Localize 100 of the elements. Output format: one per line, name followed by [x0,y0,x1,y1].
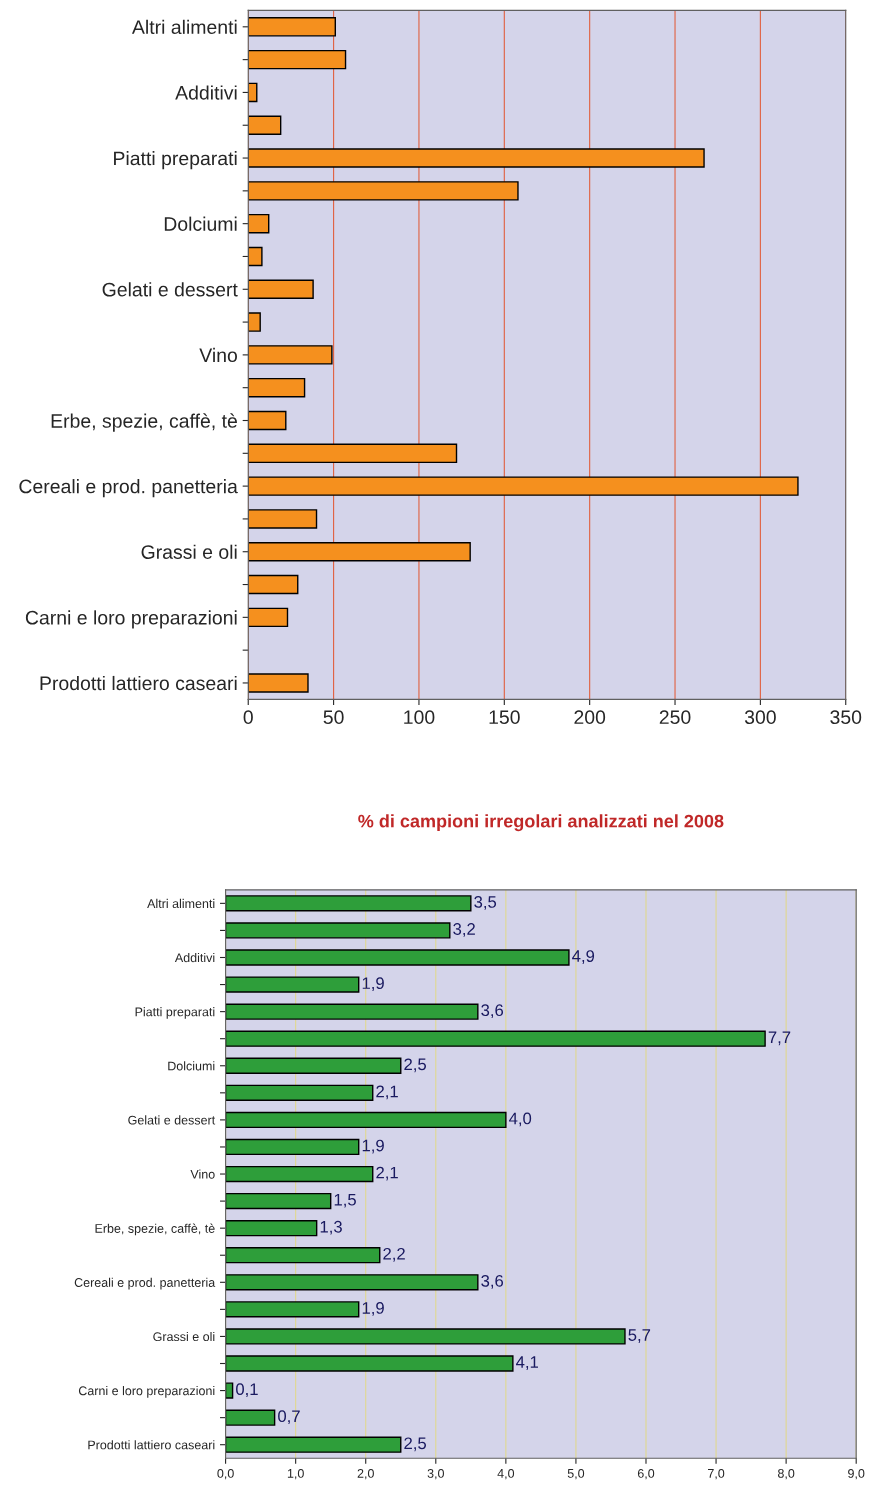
x-tick-label: 3,0 [427,1468,444,1480]
bar [225,1436,402,1453]
data-label: 3,6 [481,1274,504,1289]
y-tick-label: Gelati e dessert [128,1115,216,1125]
y-tick-label: Altri alimenti [131,19,237,35]
x-tick-label: 4,0 [497,1468,515,1480]
y-tick-label: Cereali e prod. panetteria [19,479,238,498]
bar [225,1192,332,1210]
bar [225,949,570,966]
x-tick-label: 250 [659,710,691,725]
bar [248,181,519,201]
x-tick-label: 8,0 [777,1468,795,1480]
chart-title: % di campioni irregolari analizzati nel 2008 [358,814,724,832]
x-tick-label: 6,0 [637,1468,655,1480]
x-tick-label: 2,0 [357,1468,374,1480]
data-label: 7,7 [768,1031,791,1046]
bar [225,1328,626,1345]
data-label: 1,9 [362,1139,384,1154]
y-tick-label: Grassi e oli [141,544,237,559]
data-label: 0,7 [278,1410,300,1425]
x-tick-label: 100 [404,710,435,725]
x-tick-label: 5,0 [567,1468,585,1480]
y-tick-label: Grassi e oli [153,1331,215,1342]
bar [225,1355,514,1372]
data-label: 1,9 [362,1302,384,1316]
bar [248,673,309,693]
x-tick-label: 7,0 [708,1468,725,1480]
bar [225,1409,276,1426]
data-label: 5,7 [628,1329,651,1343]
bar [248,443,458,464]
bar [225,895,472,912]
x-tick-label: 9,0 [848,1468,865,1480]
y-tick-label: Erbe, spezie, caffè, tè [51,413,237,432]
data-label: 2,2 [383,1247,405,1262]
y-tick-label: Piatti preparati [114,151,237,170]
bar [248,115,282,135]
y-tick-label: Prodotti lattiero caseari [40,675,237,691]
data-label: 0,1 [236,1383,258,1398]
y-tick-label: Vino [190,1169,215,1179]
data-label: 1,3 [320,1220,342,1235]
bar [225,1220,318,1237]
x-tick-label: 0,0 [217,1468,234,1480]
y-tick-label: Prodotti lattiero caseari [88,1440,215,1450]
x-tick-label: 50 [323,710,344,725]
x-tick-label: 1,0 [287,1468,304,1480]
bar [225,1084,374,1101]
bar [225,1165,374,1183]
bar [225,976,360,993]
bar [225,1247,381,1264]
y-tick-label: Gelati e dessert [102,282,238,297]
data-label: 2,1 [376,1085,398,1100]
bar [248,377,306,398]
bar [225,1274,479,1291]
bar [248,213,270,234]
data-label: 2,5 [404,1058,426,1073]
y-tick-label: Carni e loro preparazioni [78,1386,215,1398]
x-tick-label: 0 [243,710,253,725]
bar [248,246,263,267]
data-label: 3,2 [453,923,475,937]
bar [225,1382,234,1399]
bar [225,1003,479,1020]
bar [248,542,471,562]
data-label: 3,6 [481,1004,504,1019]
y-tick-label: Vino [199,347,237,363]
bar [248,148,705,168]
data-label: 4,1 [516,1356,538,1370]
data-label: 4,9 [572,950,595,964]
x-tick-label: 200 [574,710,606,725]
x-tick-label: 300 [744,710,776,725]
y-tick-label: Dolciumi [164,216,237,231]
bar [248,17,336,37]
y-tick-label: Additivi [175,85,237,100]
bar [248,509,318,529]
bar [248,279,314,299]
bar [225,1111,507,1129]
bar [248,476,799,496]
bar [225,1301,360,1318]
y-tick-label: Altri alimenti [147,898,215,909]
data-label: 1,5 [334,1193,356,1208]
bar [248,312,261,332]
bar [248,49,347,70]
bar [248,607,289,628]
bar [248,410,287,431]
y-tick-label: Piatti preparati [135,1007,215,1019]
y-tick-label: Carni e loro preparazioni [25,610,237,629]
data-label: 3,5 [474,896,497,910]
x-tick-label: 150 [489,710,520,725]
x-tick-label: 350 [830,710,862,725]
y-tick-label: Additivi [174,952,215,963]
bar [225,1030,766,1047]
bar [225,922,451,939]
bar [225,1057,402,1074]
bar [225,1138,360,1156]
y-tick-label: Cereali e prod. panetteria [74,1277,216,1290]
data-label: 4,0 [509,1112,532,1127]
data-label: 2,1 [376,1166,398,1181]
data-label: 2,5 [404,1437,426,1452]
bar [248,574,299,595]
y-tick-label: Erbe, spezie, caffè, tè [95,1223,215,1236]
data-label: 1,9 [362,977,384,991]
